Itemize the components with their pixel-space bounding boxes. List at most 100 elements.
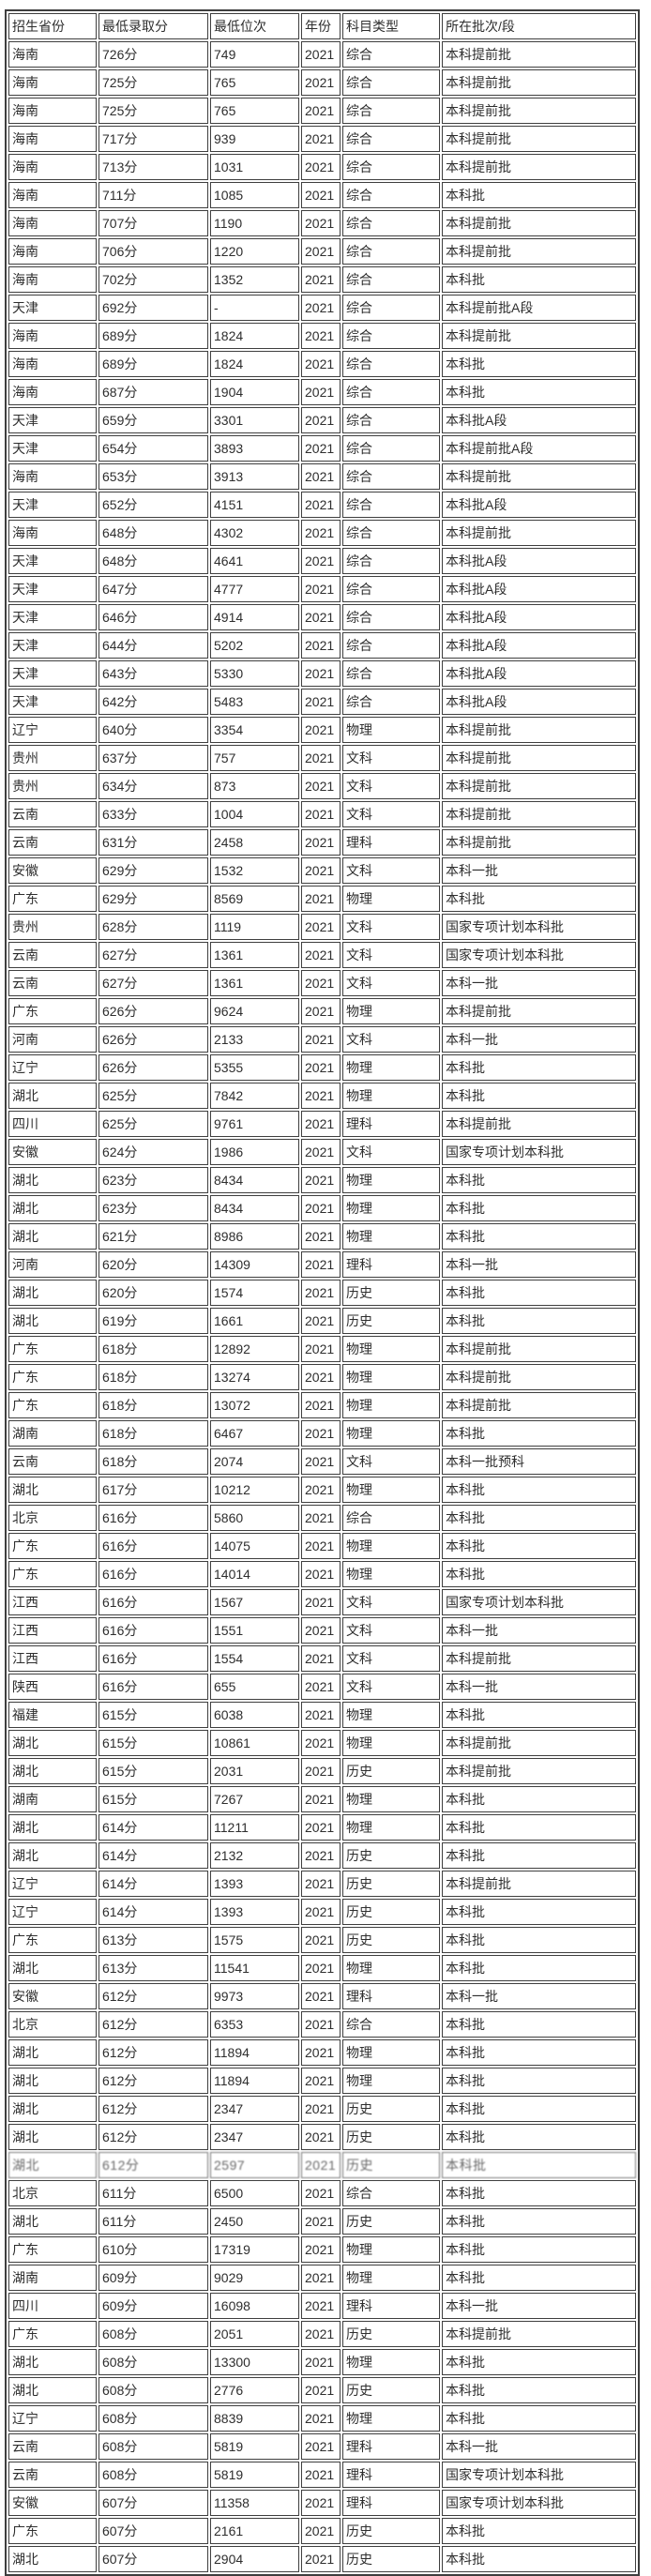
table-cell: 642分 [98, 689, 208, 715]
table-cell: 3354 [210, 717, 299, 743]
table-cell: 1393 [210, 1899, 299, 1925]
table-cell: 2021 [301, 1702, 341, 1728]
table-row: 海南 707分 1190 2021 综合 本科提前批 [8, 210, 636, 236]
table-cell: 湖北 [8, 1223, 97, 1250]
table-cell: 综合 [342, 632, 440, 659]
table-cell: 11894 [210, 2039, 299, 2066]
table-cell: 717分 [98, 126, 208, 152]
table-cell: 云南 [8, 1448, 97, 1475]
table-cell: 11894 [210, 2068, 299, 2094]
table-cell: 综合 [342, 210, 440, 236]
table-cell: 本科批 [442, 1167, 636, 1193]
table-cell: 2021 [301, 2377, 341, 2403]
table-cell: 2021 [301, 1083, 341, 1109]
table-cell: 10212 [210, 1477, 299, 1503]
table-cell: 2021 [301, 154, 341, 180]
table-cell: 安徽 [8, 1983, 97, 2009]
table-cell: 2021 [301, 435, 341, 462]
table-cell: 5860 [210, 1505, 299, 1531]
table-cell: 689分 [98, 351, 208, 377]
table-cell: 2021 [301, 1674, 341, 1700]
table-cell: 2021 [301, 1251, 341, 1278]
table-cell: 702分 [98, 266, 208, 293]
table-cell: 615分 [98, 1758, 208, 1784]
table-row: 湖北 615分 2031 2021 历史 本科提前批 [8, 1758, 636, 1784]
table-cell: 海南 [8, 126, 97, 152]
table-cell: 湖北 [8, 1955, 97, 1981]
table-cell: 综合 [342, 182, 440, 208]
table-cell: 13300 [210, 2349, 299, 2375]
table-cell: 2021 [301, 2236, 341, 2263]
table-cell: 5819 [210, 2462, 299, 2488]
table-cell: 物理 [342, 1392, 440, 1418]
table-cell: 四川 [8, 1111, 97, 1137]
table-cell: 本科批 [442, 886, 636, 912]
table-cell: 综合 [342, 351, 440, 377]
table-cell: 广东 [8, 2518, 97, 2544]
table-cell: 海南 [8, 210, 97, 236]
table-row: 湖北 608分 13300 2021 物理 本科批 [8, 2349, 636, 2375]
table-cell: 物理 [342, 1195, 440, 1221]
table-row: 广东 618分 13072 2021 物理 本科提前批 [8, 1392, 636, 1418]
table-row: 天津 646分 4914 2021 综合 本科批A段 [8, 604, 636, 630]
table-cell: 2021 [301, 1392, 341, 1418]
table-row: 云南 608分 5819 2021 理科 国家专项计划本科批 [8, 2462, 636, 2488]
table-cell: 2021 [301, 323, 341, 349]
table-cell: 本科一批 [442, 2433, 636, 2460]
table-cell: 文科 [342, 970, 440, 996]
table-cell: 1004 [210, 801, 299, 827]
table-cell: 659分 [98, 407, 208, 433]
table-cell: 2021 [301, 914, 341, 940]
table-cell: 640分 [98, 717, 208, 743]
table-row: 湖北 625分 7842 2021 物理 本科批 [8, 1083, 636, 1109]
table-cell: 2021 [301, 2011, 341, 2038]
table-cell: 2021 [301, 604, 341, 630]
table-cell: 综合 [342, 576, 440, 602]
table-cell: 河南 [8, 1251, 97, 1278]
table-cell: 618分 [98, 1420, 208, 1447]
table-cell: 2021 [301, 463, 341, 490]
table-cell: 2021 [301, 1645, 341, 1672]
table-cell: 619分 [98, 1308, 208, 1334]
table-cell: 物理 [342, 2039, 440, 2066]
table-cell: 711分 [98, 182, 208, 208]
table-cell: 2021 [301, 857, 341, 884]
table-cell: 综合 [342, 604, 440, 630]
table-cell: 国家专项计划本科批 [442, 2490, 636, 2516]
table-cell: 综合 [342, 323, 440, 349]
table-cell: 16098 [210, 2293, 299, 2319]
table-cell: 物理 [342, 1561, 440, 1587]
table-cell: 1393 [210, 1871, 299, 1897]
table-cell: 629分 [98, 886, 208, 912]
table-cell: 湖北 [8, 2124, 97, 2150]
table-cell: 本科提前批 [442, 210, 636, 236]
table-cell: 11211 [210, 1814, 299, 1841]
table-cell: 5202 [210, 632, 299, 659]
table-cell: 706分 [98, 238, 208, 265]
table-row: 辽宁 614分 1393 2021 历史 本科批 [8, 1899, 636, 1925]
table-cell: 综合 [342, 295, 440, 321]
table-cell: 本科一批 [442, 1251, 636, 1278]
table-cell: 2450 [210, 2208, 299, 2235]
table-cell: 1361 [210, 970, 299, 996]
table-cell: 2021 [301, 1955, 341, 1981]
table-cell: 本科批 [442, 2208, 636, 2235]
table-row: 广东 616分 14014 2021 物理 本科批 [8, 1561, 636, 1587]
table-row: 湖北 612分 11894 2021 物理 本科批 [8, 2039, 636, 2066]
table-row: 天津 647分 4777 2021 综合 本科批A段 [8, 576, 636, 602]
table-cell: 海南 [8, 351, 97, 377]
table-cell: 2021 [301, 266, 341, 293]
table-cell: 5483 [210, 689, 299, 715]
table-cell: 海南 [8, 69, 97, 96]
table-cell: 612分 [98, 2124, 208, 2150]
table-cell: 13274 [210, 1364, 299, 1390]
table-cell: 本科批 [442, 1280, 636, 1306]
table-cell: 3913 [210, 463, 299, 490]
table-cell: 广东 [8, 2236, 97, 2263]
table-cell: 2021 [301, 1842, 341, 1869]
table-cell: 687分 [98, 379, 208, 405]
table-cell: 9624 [210, 998, 299, 1024]
table-row: 湖北 613分 11541 2021 物理 本科批 [8, 1955, 636, 1981]
table-cell: 627分 [98, 970, 208, 996]
table-cell: 14309 [210, 1251, 299, 1278]
